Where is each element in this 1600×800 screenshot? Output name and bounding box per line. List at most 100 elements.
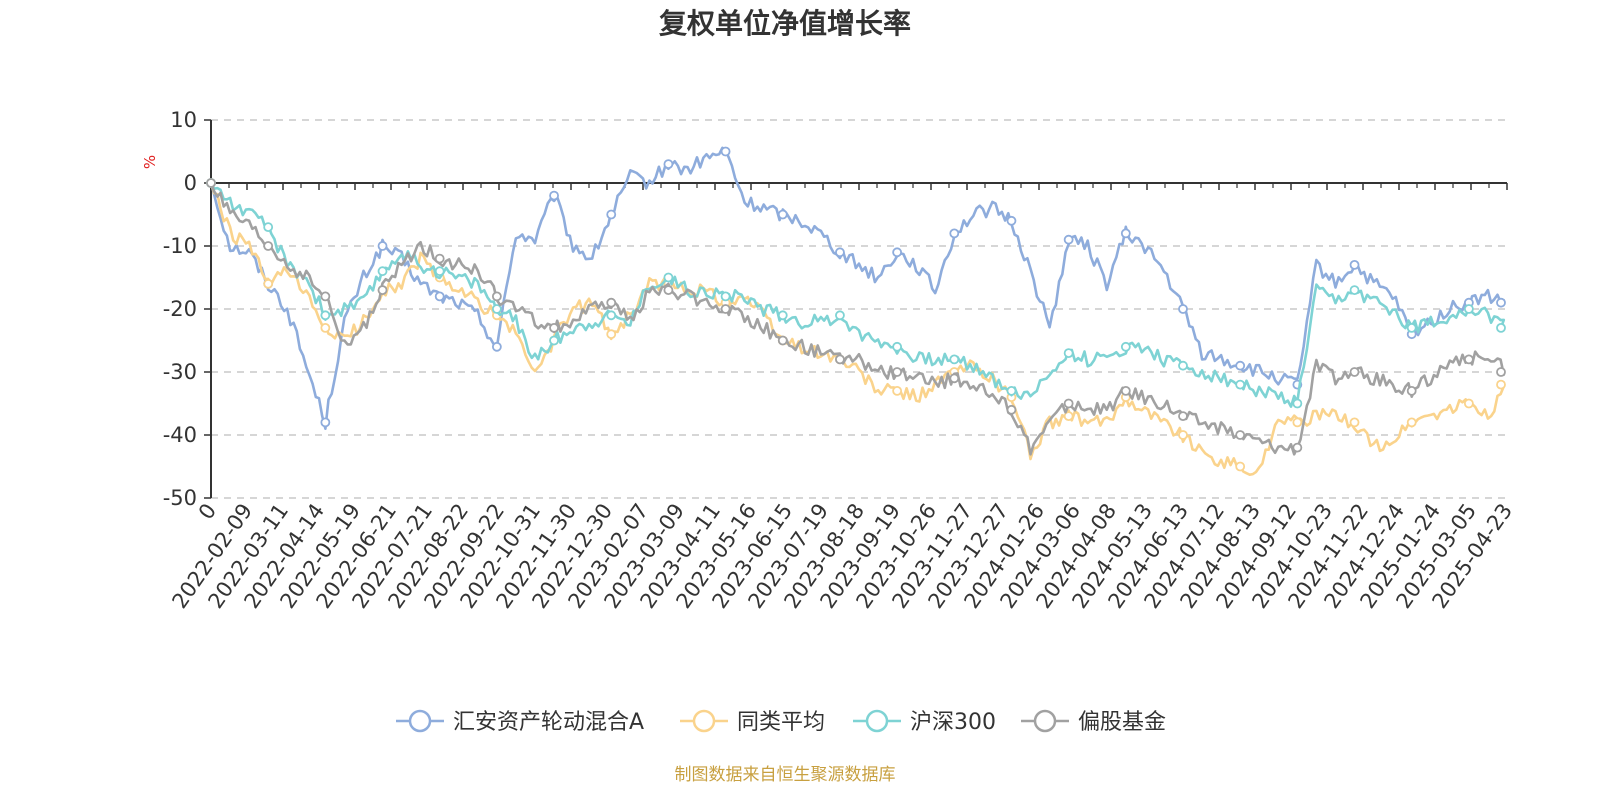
- series-point: [1178, 430, 1188, 440]
- series-point: [1496, 297, 1506, 308]
- series-point: [549, 322, 559, 333]
- series-point: [1406, 385, 1417, 396]
- series-point: [1349, 259, 1360, 270]
- series-point: [549, 190, 559, 201]
- axes: 100-10-20-30-40-5002022-02-092022-03-112…: [163, 108, 1517, 613]
- series-point: [949, 228, 960, 239]
- y-tick-label: -40: [163, 423, 197, 447]
- series-point: [663, 285, 674, 296]
- series-point: [1292, 442, 1303, 453]
- series-point: [1463, 304, 1474, 314]
- series-point: [1120, 385, 1131, 396]
- y-tick-label: 0: [184, 171, 197, 195]
- grid-lines: [211, 119, 1507, 499]
- series-point: [777, 209, 788, 220]
- series-point: [1063, 234, 1074, 245]
- series-point: [1496, 379, 1506, 390]
- series-point: [892, 385, 903, 396]
- series-line: [209, 182, 1506, 456]
- series-point: [949, 354, 960, 365]
- series-point: [1063, 348, 1074, 359]
- series-point: [1120, 341, 1131, 352]
- series-point: [663, 159, 674, 170]
- series-point: [1496, 367, 1506, 377]
- series-point: [1463, 398, 1474, 409]
- series-point: [263, 241, 274, 251]
- series-point: [1006, 385, 1017, 396]
- series-point: [491, 304, 502, 314]
- series-point: [263, 278, 274, 289]
- series-point: [835, 310, 845, 321]
- series-point: [1496, 322, 1506, 333]
- series-point: [777, 310, 788, 321]
- series-point: [434, 291, 445, 302]
- y-tick-label: 10: [170, 108, 197, 132]
- series-point: [606, 297, 617, 308]
- legend-marker: [1033, 709, 1057, 733]
- series-point: [835, 354, 845, 365]
- series-point: [1349, 285, 1360, 296]
- series-point: [1292, 417, 1303, 428]
- chart-title: 复权单位净值增长率: [659, 7, 911, 40]
- series-point: [892, 341, 903, 352]
- series-point: [606, 329, 617, 340]
- series-line: [209, 182, 1506, 476]
- series-point: [1006, 215, 1017, 226]
- series-point: [720, 304, 731, 314]
- series-point: [320, 417, 331, 428]
- series-point: [1178, 304, 1188, 314]
- y-tick-label: -50: [163, 486, 197, 510]
- series-point: [549, 335, 559, 346]
- series-point: [491, 341, 502, 352]
- series-line: [209, 146, 1506, 430]
- series-point: [720, 291, 731, 302]
- series-point: [1063, 398, 1074, 409]
- series-point: [263, 222, 274, 233]
- y-axis-label: %: [141, 155, 159, 169]
- series-point: [320, 310, 331, 321]
- series-point: [1292, 398, 1303, 409]
- series-point: [206, 178, 216, 188]
- y-tick-label: -20: [163, 297, 197, 321]
- series-point: [892, 367, 903, 377]
- series-point: [1235, 379, 1246, 390]
- y-tick-label: -10: [163, 234, 197, 258]
- series-point: [949, 373, 960, 384]
- series-point: [1463, 354, 1474, 365]
- series-point: [320, 291, 331, 302]
- series-point: [720, 146, 731, 157]
- legend-marker: [408, 709, 432, 733]
- legend-marker: [692, 709, 716, 733]
- series-point: [1235, 461, 1246, 472]
- series-point: [892, 247, 903, 258]
- series-point: [606, 310, 617, 321]
- series-lines: [206, 146, 1506, 476]
- series-point: [377, 266, 388, 277]
- legend-item-label[interactable]: 汇安资产轮动混合A: [453, 710, 644, 735]
- series-point: [1006, 404, 1017, 415]
- legend-item-label[interactable]: 同类平均: [737, 710, 825, 735]
- series-point: [1120, 228, 1131, 239]
- series-point: [777, 335, 788, 346]
- series-point: [1235, 360, 1246, 371]
- series-point: [835, 247, 845, 258]
- series-line: [209, 182, 1506, 408]
- series-point: [1406, 417, 1417, 428]
- x-tick-label: 0: [194, 499, 221, 524]
- series-point: [1178, 360, 1188, 371]
- series-point: [320, 322, 331, 333]
- series-point: [1349, 417, 1360, 428]
- series-point: [1063, 411, 1074, 422]
- series-point: [377, 241, 388, 251]
- series-point: [1349, 367, 1360, 377]
- legend-item-label[interactable]: 沪深300: [910, 710, 996, 735]
- legend-marker: [865, 709, 889, 733]
- series-point: [663, 272, 674, 283]
- series-point: [1406, 322, 1417, 333]
- series-point: [377, 285, 388, 296]
- source-footer: 制图数据来自恒生聚源数据库: [675, 765, 896, 785]
- legend-item-label[interactable]: 偏股基金: [1078, 710, 1166, 735]
- series-point: [606, 209, 617, 220]
- series-point: [1235, 430, 1246, 440]
